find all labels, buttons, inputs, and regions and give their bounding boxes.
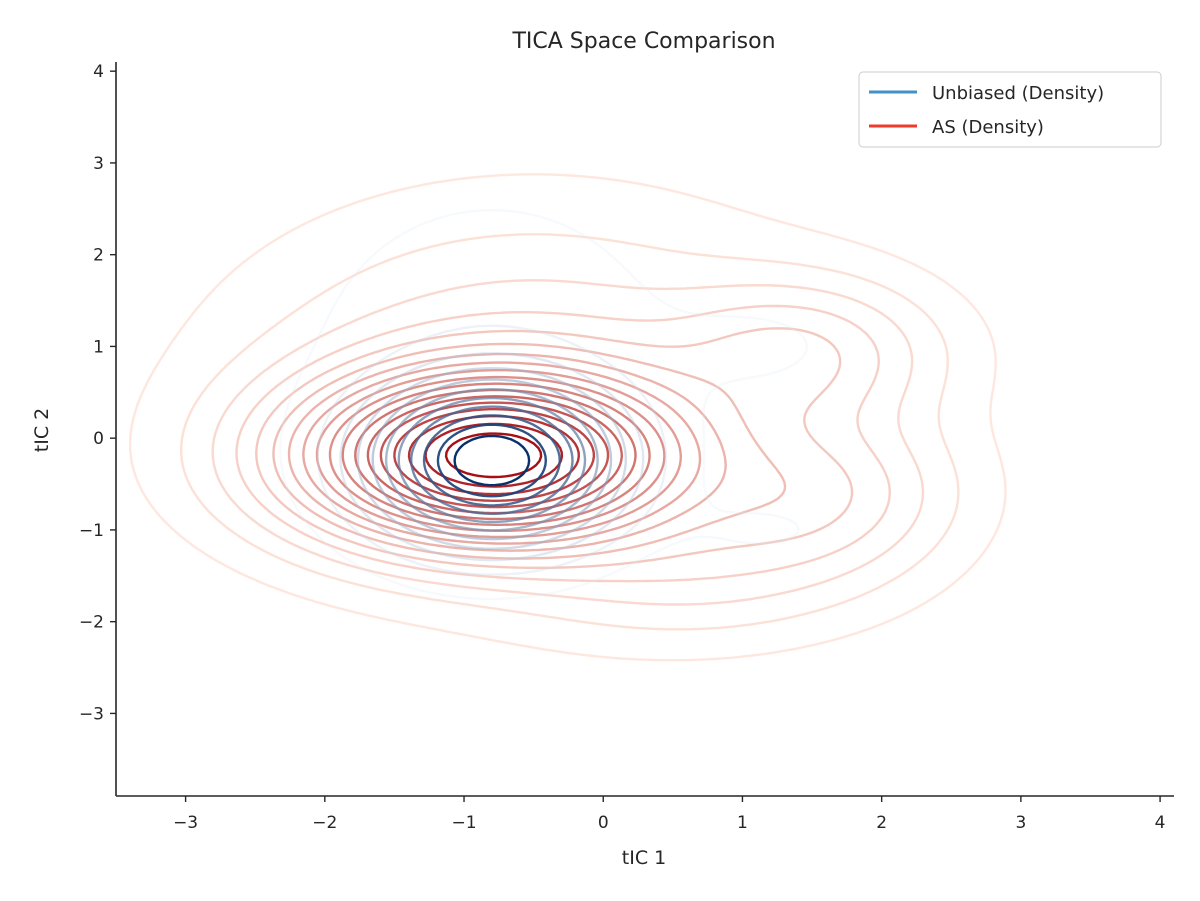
axes	[115, 62, 1174, 797]
y-axis-ticks: −3 −2 −1 0 1 2 3 4	[79, 62, 116, 724]
y-tick-label: 0	[93, 429, 104, 449]
x-tick-label: −2	[312, 813, 337, 833]
y-axis-label: tIC 2	[31, 408, 53, 452]
legend-label-unbiased: Unbiased (Density)	[932, 83, 1104, 104]
contour-level	[129, 173, 1007, 662]
contour-series-unbiased	[279, 209, 809, 601]
contour-level	[316, 324, 668, 576]
legend-box	[858, 71, 1162, 148]
contour-level	[384, 388, 599, 532]
chart-title: TICA Space Comparison	[511, 29, 775, 54]
legend-label-as: AS (Density)	[932, 117, 1044, 138]
contour-layer	[129, 173, 1007, 662]
x-tick-label: −1	[451, 813, 476, 833]
y-tick-label: 1	[93, 337, 104, 357]
y-tick-label: −3	[79, 704, 104, 724]
contour-level	[371, 378, 613, 541]
contour-level	[211, 279, 925, 606]
contour-level	[397, 396, 587, 524]
x-tick-label: 2	[876, 813, 887, 833]
contour-level	[436, 423, 547, 498]
contour-level	[410, 405, 574, 515]
contour-level	[180, 233, 960, 631]
contour-level	[328, 375, 666, 532]
contour-level	[453, 434, 531, 487]
y-tick-label: 2	[93, 246, 104, 266]
contour-level	[287, 352, 727, 552]
contour-level	[235, 304, 891, 583]
contour-series-as	[129, 173, 1007, 662]
x-tick-label: 0	[598, 813, 609, 833]
contour-level	[422, 414, 561, 507]
contour-level	[272, 342, 787, 560]
x-tick-label: 3	[1015, 813, 1026, 833]
legend: Unbiased (Density) AS (Density)	[858, 71, 1162, 148]
contour-level	[302, 361, 702, 545]
contour-level	[279, 209, 809, 601]
y-tick-label: 4	[93, 62, 104, 82]
x-axis-ticks: −3 −2 −1 0 1 2 3 4	[173, 796, 1165, 833]
y-tick-label: 3	[93, 154, 104, 174]
contour-level	[339, 352, 645, 562]
x-tick-label: −3	[173, 813, 198, 833]
contour-level	[356, 367, 627, 550]
y-tick-label: −2	[79, 613, 104, 633]
x-axis-label: tIC 1	[622, 847, 666, 869]
contour-level	[255, 327, 854, 569]
contour-level	[315, 369, 682, 539]
x-tick-label: 4	[1155, 813, 1166, 833]
y-tick-label: −1	[79, 521, 104, 541]
x-tick-label: 1	[737, 813, 748, 833]
